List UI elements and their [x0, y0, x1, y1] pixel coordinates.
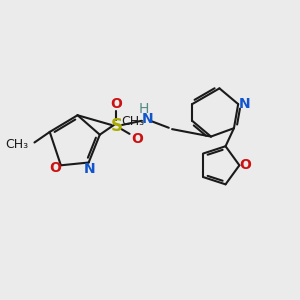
Text: O: O: [240, 158, 251, 172]
Text: CH₃: CH₃: [5, 138, 28, 151]
Text: O: O: [49, 160, 61, 175]
Text: O: O: [131, 132, 143, 146]
Text: S: S: [110, 117, 122, 135]
Text: N: N: [238, 97, 250, 110]
Text: O: O: [110, 97, 122, 111]
Text: N: N: [141, 112, 153, 126]
Text: CH₃: CH₃: [121, 116, 144, 128]
Text: N: N: [84, 162, 96, 176]
Text: H: H: [139, 102, 149, 116]
